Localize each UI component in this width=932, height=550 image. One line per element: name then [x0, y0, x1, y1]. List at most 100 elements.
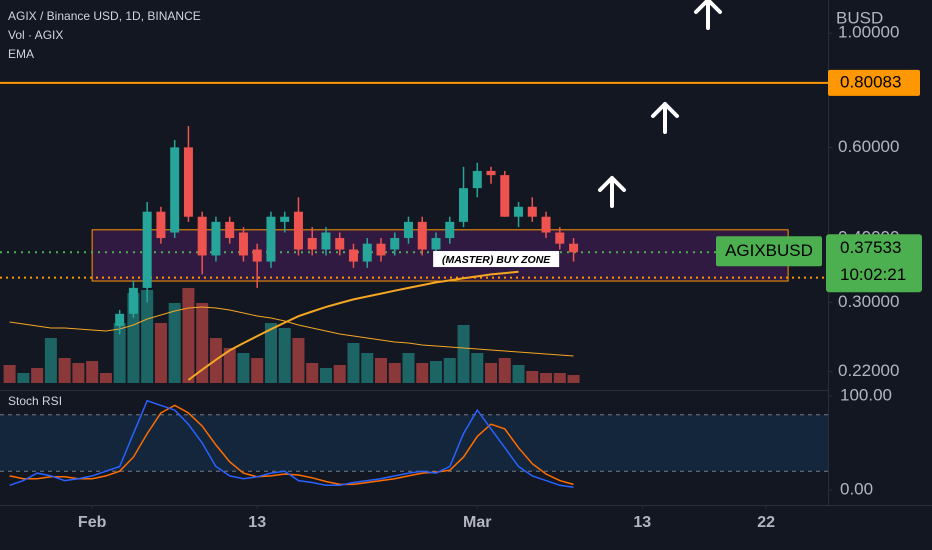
- y-tick-label: 1.00000: [838, 23, 899, 42]
- zone-label-box: [433, 251, 560, 268]
- candle-body: [459, 188, 469, 222]
- volume-bar: [457, 325, 470, 383]
- candle-body: [252, 249, 262, 262]
- candle-body: [128, 287, 138, 314]
- volume-bar: [402, 353, 415, 383]
- x-tick-label: 13: [248, 514, 266, 531]
- volume-bar: [31, 368, 44, 383]
- candle-body: [197, 216, 207, 256]
- indicator-label: Vol · AGIX: [8, 28, 63, 42]
- stoch-d: [9, 404, 574, 486]
- volume-bar: [237, 353, 250, 383]
- candle-body: [500, 175, 510, 217]
- volume-bar: [251, 358, 264, 383]
- arrow: [651, 102, 679, 134]
- x-tick-label: 13: [633, 514, 651, 531]
- candle-body: [115, 313, 125, 326]
- indicator-label: EMA: [8, 47, 34, 61]
- symbol: AGIXBUSD: [725, 241, 813, 260]
- volume-bar: [306, 363, 319, 383]
- zone-label: (MASTER) BUY ZONE: [442, 254, 551, 266]
- candle-body: [280, 216, 290, 222]
- candle-body: [293, 211, 303, 250]
- volume-bar: [278, 328, 291, 383]
- x-tick-label: Mar: [463, 514, 491, 531]
- volume-bar: [416, 363, 429, 383]
- candle-body: [445, 221, 455, 239]
- volume-bar: [485, 363, 498, 383]
- title: AGIX / Binance USD, 1D, BINANCE: [8, 9, 201, 23]
- volume-bar: [154, 323, 167, 383]
- candle-body: [362, 243, 372, 262]
- symbol-box: [716, 236, 822, 267]
- arrows: [598, 0, 722, 208]
- volume-bar: [540, 373, 553, 383]
- volume-bar: [319, 368, 332, 383]
- candle-body: [170, 147, 180, 233]
- volume-bar: [72, 363, 85, 383]
- candle-body: [348, 249, 358, 262]
- volume-bar: [498, 358, 511, 383]
- volume-bar: [347, 343, 360, 383]
- volume-bar: [223, 348, 236, 383]
- volume-bar: [264, 323, 277, 383]
- candle-body: [142, 211, 152, 288]
- volume-bar: [374, 358, 387, 383]
- volume-bar: [526, 371, 539, 383]
- volume-bar: [113, 323, 126, 383]
- volume-bar: [17, 373, 30, 383]
- x-tick-label: Feb: [78, 514, 107, 531]
- plot: 0.80083 (MASTER) BUY ZONE: [0, 32, 920, 509]
- candle-body: [472, 170, 482, 189]
- stoch-title: Stoch RSI: [8, 394, 62, 408]
- volume-ma: [9, 306, 574, 357]
- last-price: 0.37533: [840, 238, 901, 257]
- volume-bar: [141, 290, 154, 383]
- arrow: [598, 176, 626, 208]
- candle-body: [431, 238, 441, 250]
- candle-body: [266, 216, 276, 262]
- stoch-tick-label: 100.00: [840, 385, 892, 404]
- candle-body: [486, 170, 496, 176]
- volume-bar: [127, 293, 140, 383]
- volume-bar: [333, 365, 346, 383]
- price-tag: 0.80083: [840, 72, 901, 91]
- volume-bar: [430, 361, 443, 383]
- y-tick-label: 0.30000: [838, 292, 899, 311]
- candle-body: [156, 211, 166, 239]
- volume-bar: [512, 365, 525, 383]
- volume-bar: [361, 353, 374, 383]
- candle-body: [238, 232, 248, 256]
- volume-bar: [567, 375, 580, 383]
- currency: BUSD: [836, 8, 883, 27]
- volume-bar: [182, 288, 195, 383]
- candle-body: [183, 147, 193, 217]
- candle-body: [417, 221, 427, 250]
- y-tick-label: 0.22000: [838, 361, 899, 380]
- volume-bar: [471, 353, 484, 383]
- volume-bar: [443, 358, 456, 383]
- volume-bar: [168, 303, 181, 383]
- volume-bar: [3, 365, 16, 383]
- volume-bar: [99, 373, 112, 383]
- countdown: 10:02:21: [840, 265, 906, 284]
- stoch-tick-label: 0.00: [840, 479, 873, 498]
- candle-body: [555, 232, 565, 244]
- volume-bar: [58, 358, 71, 383]
- volume-bar: [388, 363, 401, 383]
- candle-body: [527, 206, 537, 217]
- candle-body: [514, 206, 524, 217]
- candle-body: [569, 243, 579, 253]
- price-tag-box: [828, 69, 920, 96]
- last-price-box: [826, 234, 922, 293]
- candle-body: [307, 238, 317, 250]
- stoch-band: [0, 414, 828, 472]
- volume-bar: [44, 338, 57, 383]
- arrow: [694, 0, 722, 30]
- volume-bar: [292, 338, 305, 383]
- volume-bar: [86, 361, 99, 383]
- volume-bar: [196, 303, 209, 383]
- volume-bar: [553, 373, 566, 383]
